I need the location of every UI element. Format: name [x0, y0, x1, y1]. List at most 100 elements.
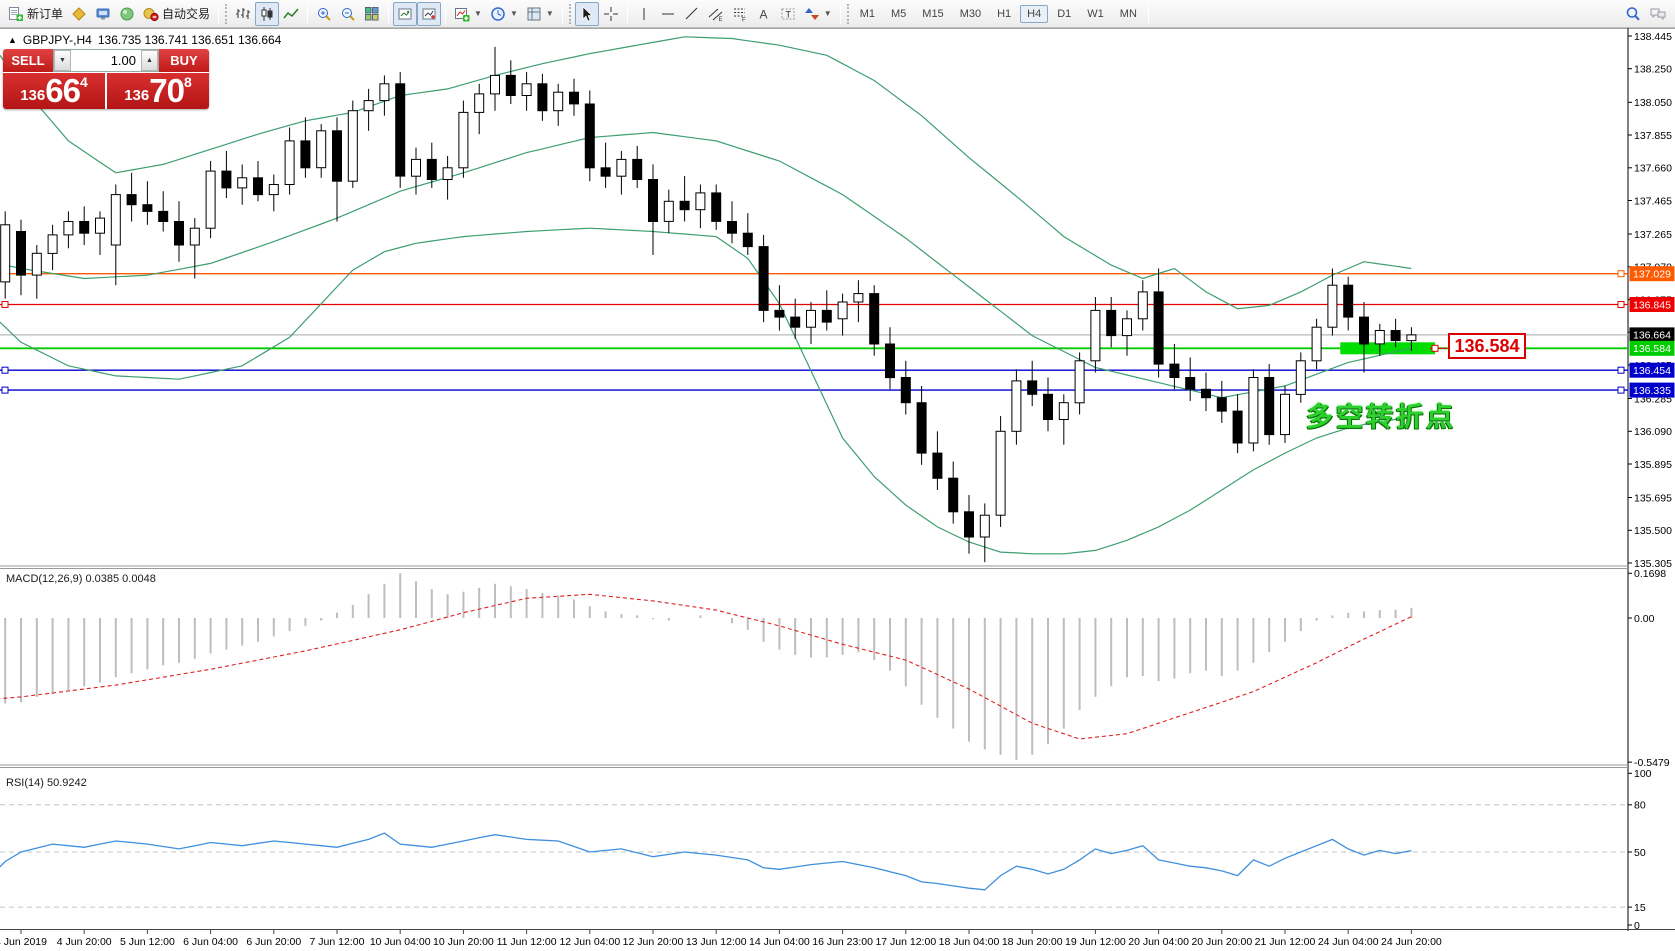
terminal-button[interactable]: [91, 2, 115, 26]
svg-text:137.265: 137.265: [1634, 229, 1672, 241]
svg-text:17 Jun 12:00: 17 Jun 12:00: [875, 936, 936, 948]
data-window-button[interactable]: [115, 2, 139, 26]
candlestick-button[interactable]: [255, 1, 280, 26]
line-chart-button[interactable]: [279, 2, 303, 26]
rsi-label: RSI(14) 50.9242: [6, 777, 87, 789]
svg-text:4 Jun 20:00: 4 Jun 20:00: [57, 936, 112, 948]
arrange-chart-button[interactable]: [393, 1, 418, 26]
candle: [774, 309, 785, 318]
candle: [110, 194, 121, 246]
svg-text:10 Jun 20:00: 10 Jun 20:00: [433, 936, 494, 948]
templates-button[interactable]: ▼: [522, 2, 558, 26]
svg-text:136.090: 136.090: [1634, 426, 1672, 438]
candle: [16, 231, 26, 276]
autotrading-button[interactable]: 自动交易: [139, 2, 214, 26]
buy-price-prefix: 136: [124, 87, 150, 104]
candle: [1201, 388, 1211, 399]
candle: [869, 293, 880, 345]
tab-timeframe-m1[interactable]: M1: [859, 7, 875, 20]
tile-windows-button[interactable]: [360, 2, 384, 26]
vertical-line-button[interactable]: [632, 2, 656, 26]
chat-icon: [1649, 6, 1667, 22]
candle: [742, 232, 753, 248]
candle: [1185, 377, 1196, 390]
crosshair-button[interactable]: [599, 2, 623, 26]
candle: [142, 204, 153, 212]
cursor-button[interactable]: [574, 1, 599, 26]
sell-button[interactable]: SELL: [3, 49, 53, 72]
svg-text:12 Jun 20:00: 12 Jun 20:00: [623, 936, 684, 948]
sell-price-main: 66: [45, 72, 81, 109]
svg-text:136.664: 136.664: [1633, 330, 1671, 342]
bar-chart-button[interactable]: [231, 2, 255, 26]
arrange-add-button[interactable]: [417, 1, 442, 26]
price-annotation-label[interactable]: 136.584: [1448, 333, 1526, 360]
toolbar-separator: [1147, 3, 1149, 24]
collapse-triangle-icon[interactable]: ▲: [8, 35, 17, 45]
buy-price-button[interactable]: 136 70 8: [107, 73, 209, 109]
chart-canvas[interactable]: 138.445 138.250 138.050 137.855 137.660 137.4…: [0, 28, 1675, 951]
shapes-button[interactable]: ▼: [800, 2, 836, 26]
bollinger-bands: [0, 36, 1412, 555]
trendline-button[interactable]: [680, 2, 704, 26]
new-order-label: 新订单: [27, 7, 64, 21]
highlight-rectangle[interactable]: [1340, 342, 1436, 355]
metaeditor-button[interactable]: [67, 2, 91, 26]
candle: [711, 192, 722, 222]
tab-timeframe-h4[interactable]: H4: [1020, 4, 1049, 23]
volume-increase-button[interactable]: ▲: [141, 50, 158, 71]
candle: [126, 194, 137, 206]
fibonacci-button[interactable]: F: [728, 2, 752, 26]
indicators-button[interactable]: ▼: [450, 2, 486, 26]
volume-decrease-button[interactable]: ▼: [54, 50, 71, 71]
candle: [426, 158, 437, 180]
turning-point-annotation[interactable]: 多空转折点: [1306, 402, 1456, 432]
candle: [1280, 393, 1290, 436]
text-label-button[interactable]: T: [776, 2, 800, 26]
svg-text:24 Jun 04:00: 24 Jun 04:00: [1318, 936, 1379, 948]
zoom-in-button[interactable]: [312, 2, 336, 26]
tab-timeframe-m5[interactable]: M5: [891, 7, 907, 20]
candle: [521, 83, 532, 96]
new-order-button[interactable]: 新订单: [4, 2, 67, 26]
candle: [158, 210, 169, 222]
candle: [916, 402, 927, 454]
text-button[interactable]: A: [752, 2, 776, 26]
candle: [932, 452, 943, 479]
sell-price-button[interactable]: 136 66 4: [3, 73, 105, 109]
horizontal-line-button[interactable]: [656, 2, 680, 26]
svg-text:13 Jun 12:00: 13 Jun 12:00: [686, 936, 747, 948]
svg-text:F: F: [742, 17, 746, 22]
volume-value[interactable]: 1.00: [110, 53, 136, 68]
svg-text:E: E: [718, 17, 722, 22]
svg-text:137.660: 137.660: [1634, 163, 1672, 175]
candle: [1248, 377, 1259, 444]
periods-button[interactable]: ▼: [486, 2, 522, 26]
channel-button[interactable]: E: [704, 2, 728, 26]
candle: [1264, 377, 1275, 436]
candle: [268, 184, 279, 196]
horizontal-line-icon: [660, 6, 676, 22]
svg-text:135.895: 135.895: [1634, 459, 1672, 471]
symbol-header: ▲ GBPJPY-,H4 136.735 136.741 136.651 136…: [8, 33, 281, 47]
search-button[interactable]: [1621, 2, 1645, 26]
volume-spinner: ▼ 1.00 ▲: [53, 49, 159, 72]
toolbar-separator: [561, 3, 563, 24]
chat-button[interactable]: [1645, 2, 1671, 26]
candle: [1327, 284, 1338, 328]
candle: [695, 192, 706, 211]
candle: [221, 170, 232, 189]
svg-text:0: 0: [1634, 920, 1640, 932]
zoom-out-button[interactable]: [336, 2, 360, 26]
tab-timeframe-m15[interactable]: M15: [922, 7, 944, 20]
tab-timeframe-mn[interactable]: MN: [1119, 7, 1137, 20]
tab-timeframe-d1[interactable]: D1: [1057, 7, 1072, 20]
tab-timeframe-m30[interactable]: M30: [959, 7, 982, 20]
buy-button[interactable]: BUY: [159, 49, 209, 72]
candlestick-icon: [259, 6, 275, 22]
tab-timeframe-h1[interactable]: H1: [997, 7, 1012, 20]
chevron-down-icon: ▼: [545, 9, 554, 18]
candle: [727, 221, 737, 234]
tab-timeframe-w1[interactable]: W1: [1087, 7, 1104, 20]
